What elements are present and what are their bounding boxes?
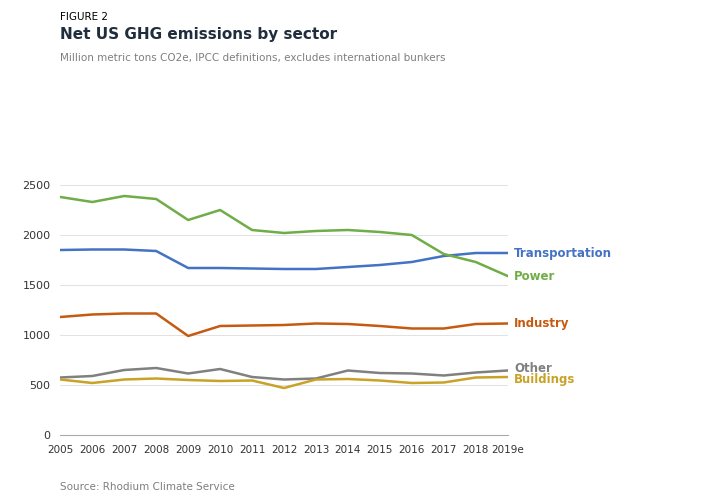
Text: Net US GHG emissions by sector: Net US GHG emissions by sector <box>60 28 337 42</box>
Text: Transportation: Transportation <box>514 246 612 260</box>
Text: Power: Power <box>514 270 555 283</box>
Text: Buildings: Buildings <box>514 374 575 386</box>
Text: Million metric tons CO2e, IPCC definitions, excludes international bunkers: Million metric tons CO2e, IPCC definitio… <box>60 52 446 62</box>
Text: Industry: Industry <box>514 317 569 330</box>
Text: Source: Rhodium Climate Service: Source: Rhodium Climate Service <box>60 482 235 492</box>
Text: Other: Other <box>514 362 552 375</box>
Text: FIGURE 2: FIGURE 2 <box>60 12 109 22</box>
